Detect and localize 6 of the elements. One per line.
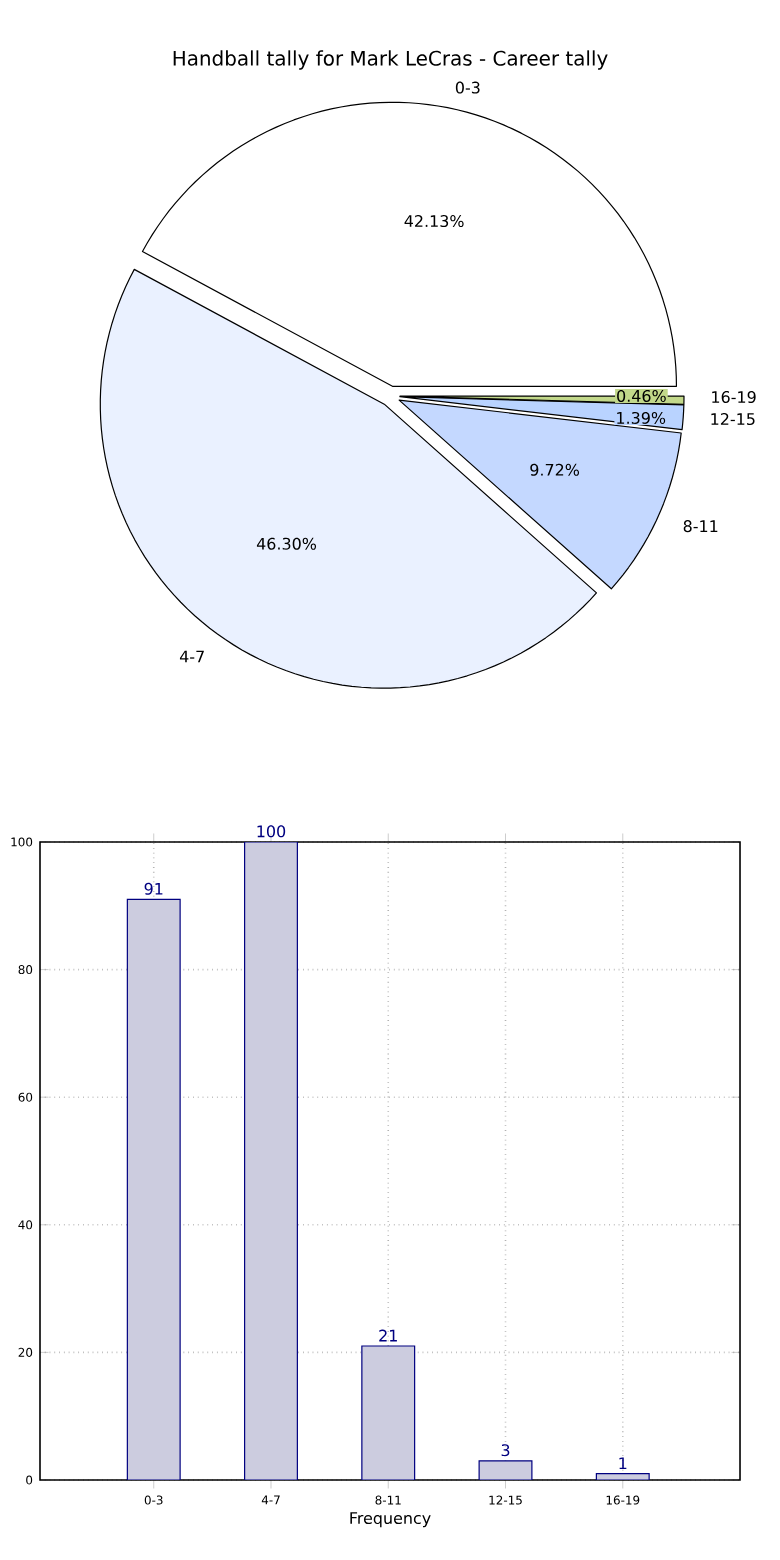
bar — [361, 1345, 416, 1480]
bar — [126, 898, 181, 1480]
bar — [244, 841, 298, 1480]
chart-title: Handball tally for Mark LeCras - Career tally — [173, 50, 608, 70]
bar — [478, 1460, 533, 1480]
bar — [595, 1473, 650, 1480]
